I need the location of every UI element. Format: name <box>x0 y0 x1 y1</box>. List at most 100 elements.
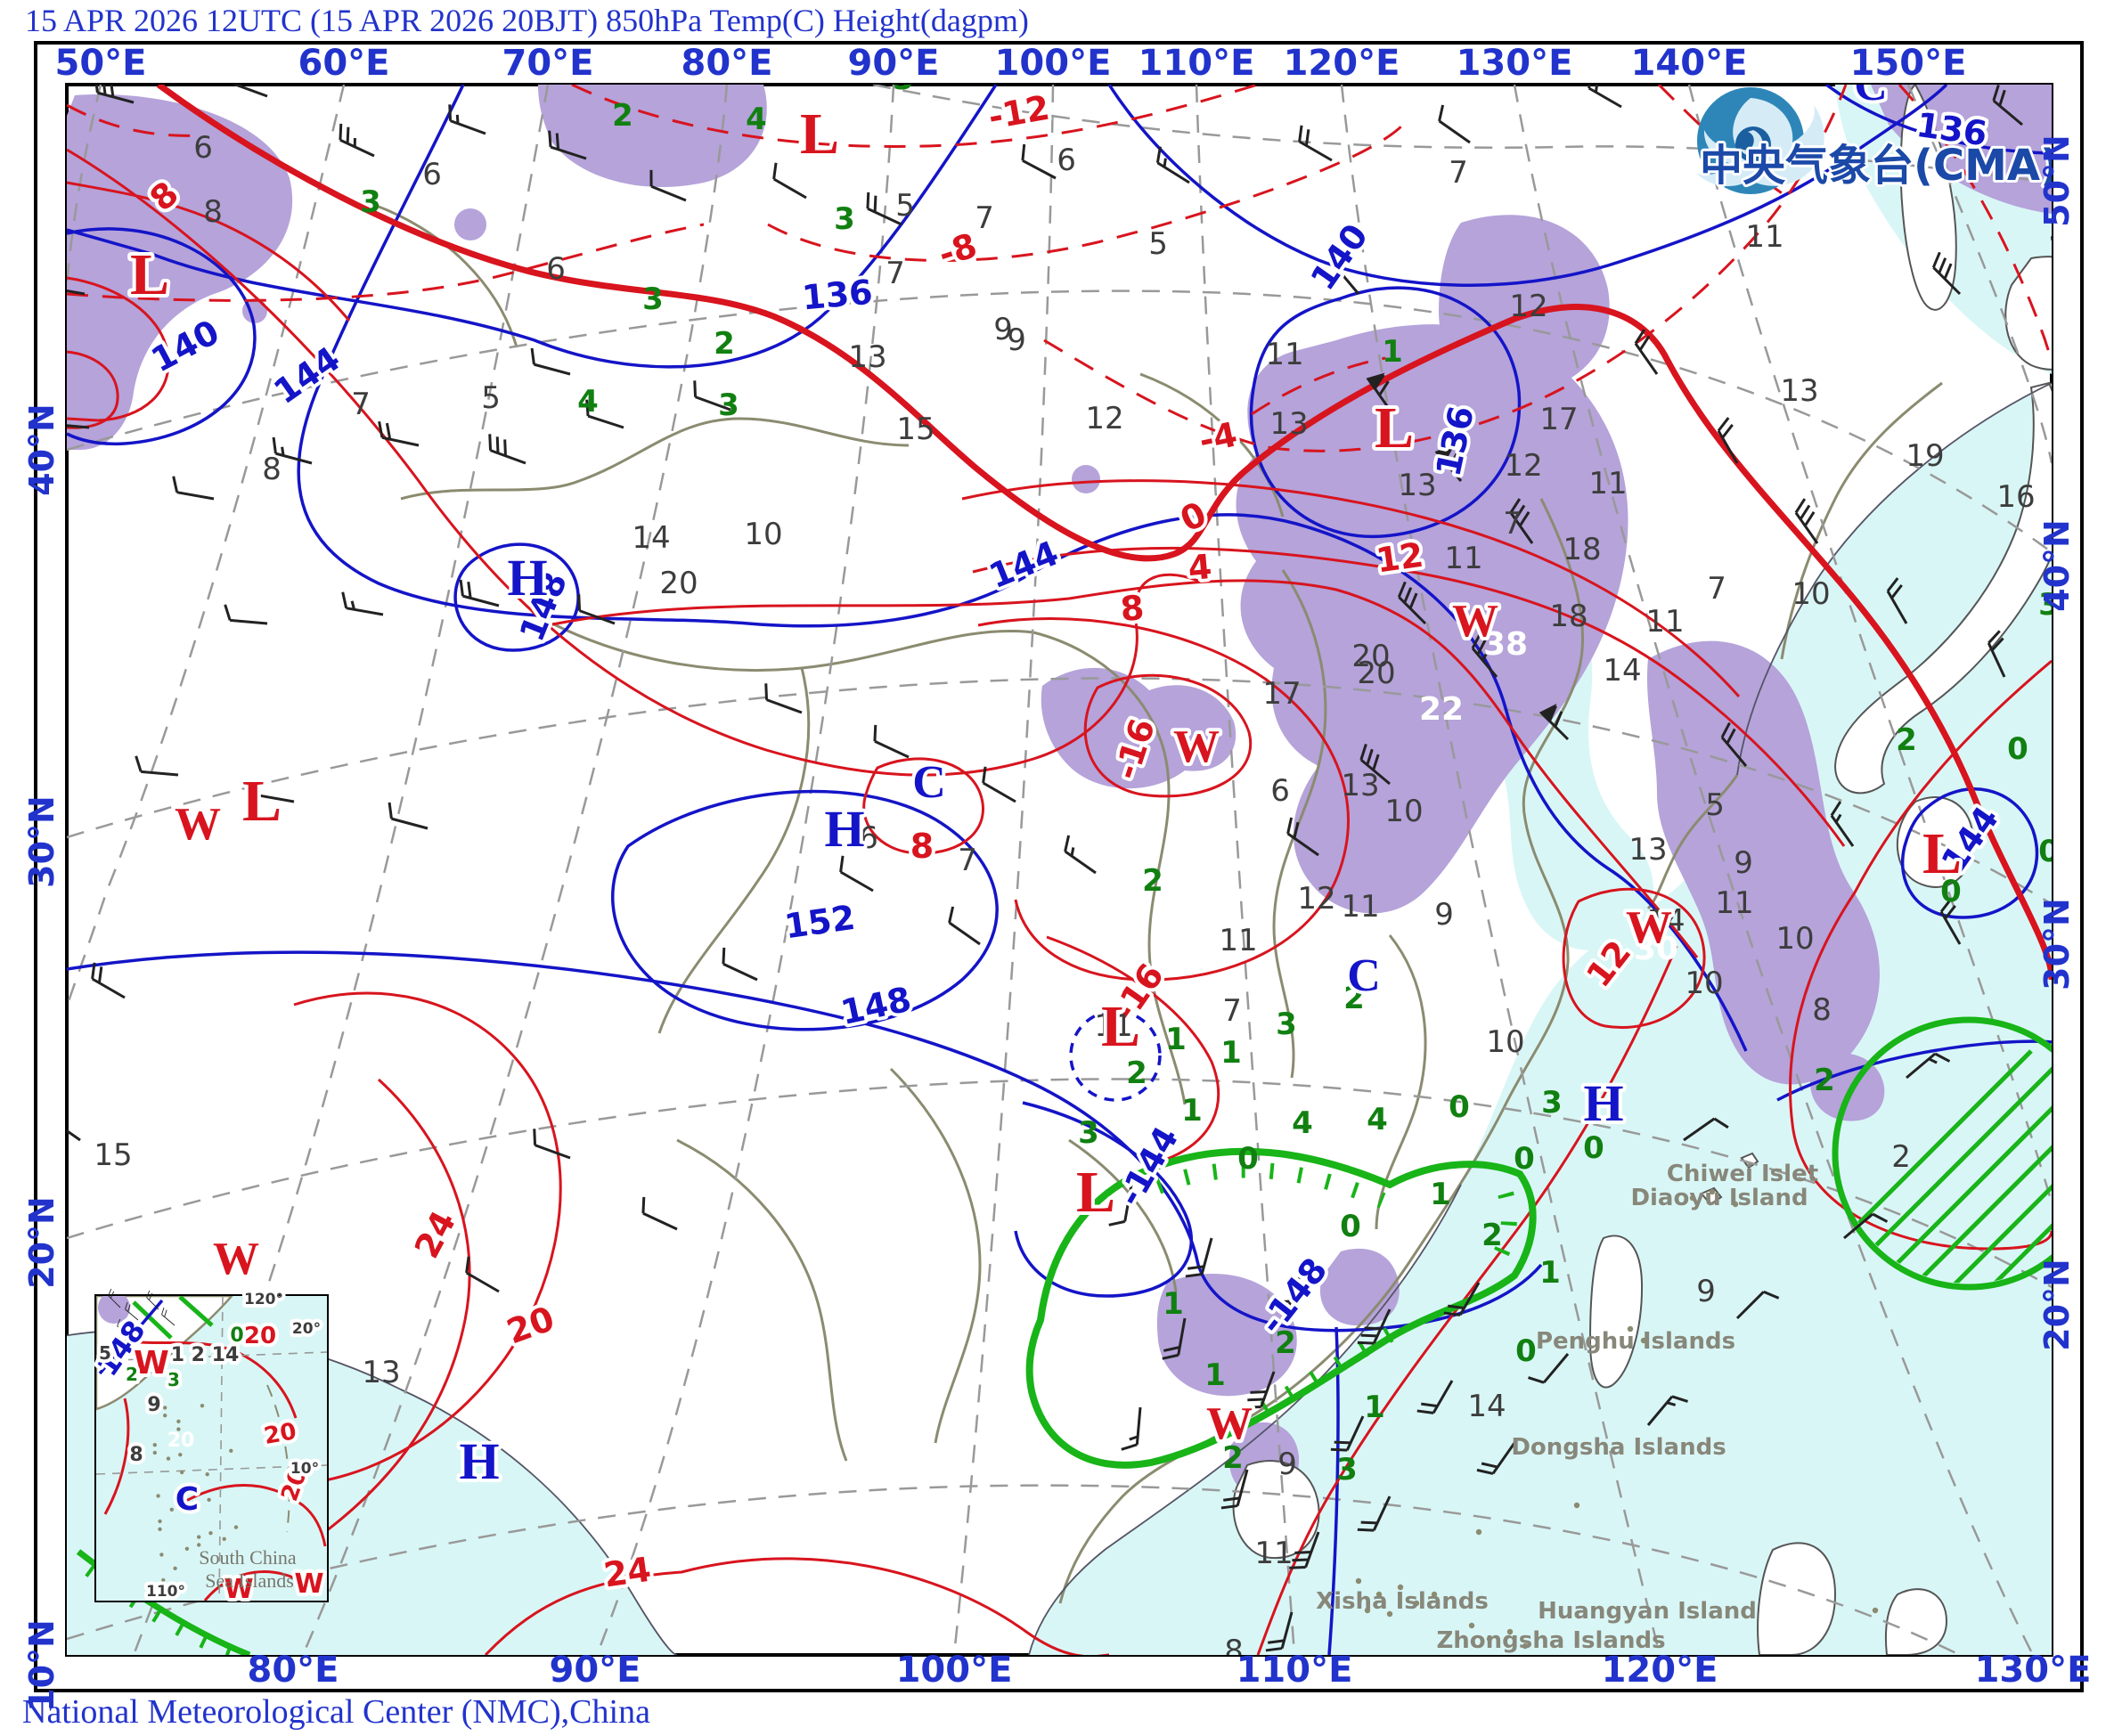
inset-label: 110° <box>146 1583 185 1601</box>
wind-barb <box>1830 801 1855 847</box>
wind-barb <box>272 436 313 465</box>
station-value: 15 <box>896 412 935 447</box>
white-value: 22 <box>1419 691 1464 728</box>
green-value: 2 <box>1343 981 1365 1016</box>
green-value: 3 <box>834 201 855 237</box>
wind-barb <box>1359 744 1391 786</box>
green-value: 1 <box>1539 1255 1561 1291</box>
wind-barb <box>1162 1317 1187 1360</box>
wind-barb <box>693 380 731 412</box>
wind-barb <box>1443 1282 1481 1316</box>
station-value: 14 <box>1603 653 1641 689</box>
axis-top: 50°E 60°E 70°E 80°E 90°E 100°E 110°E 120°E 130°E… <box>55 43 1967 84</box>
wind-barb <box>1720 721 1748 767</box>
station-value: 12 <box>1504 448 1542 484</box>
wind-barb <box>548 130 587 160</box>
station-value: 11 <box>1588 466 1627 501</box>
station-value: 7 <box>1222 993 1242 1029</box>
green-value: 0 <box>1237 1141 1259 1177</box>
wind-barb <box>1906 1052 1951 1080</box>
axis-label-bottom: 100°E <box>896 1650 1013 1691</box>
green-value: 3 <box>1541 1085 1563 1121</box>
wind-barb <box>67 286 86 296</box>
wind-barb <box>1121 1406 1142 1451</box>
wind-barb <box>1397 581 1427 625</box>
height-contour-label: 136 <box>1914 105 1989 154</box>
station-value: 11 <box>1219 923 1257 958</box>
green-value: 0 <box>2007 731 2028 767</box>
pressure-marker-c: C <box>1854 60 1888 110</box>
inset-label: 2 <box>126 1364 138 1385</box>
inset-wind-barb <box>161 1307 175 1326</box>
station-value: 10 <box>744 517 782 552</box>
station-value: 9 <box>1277 1447 1297 1482</box>
island-name: Huangyan Island <box>1538 1598 1757 1625</box>
axis-label-left: 30°N <box>22 795 61 888</box>
temp-contour-label: 4 <box>1187 547 1213 588</box>
station-value: 7 <box>1503 506 1522 542</box>
axis-label-left: 20°N <box>22 1196 61 1289</box>
station-value: 9 <box>1434 897 1454 933</box>
wind-barbs <box>67 85 2089 1652</box>
inset-label: 3 <box>167 1369 180 1390</box>
pressure-marker-l: L <box>1922 821 1962 886</box>
height-contour-label: 144 <box>984 534 1064 597</box>
axis-right: 50°N 40°N 30°N 20°N <box>2037 134 2077 1351</box>
station-value: 10 <box>1685 966 1723 1001</box>
axis-label-right: 30°N <box>2037 898 2077 990</box>
green-value: 1 <box>1220 1035 1242 1071</box>
station-value: 6 <box>859 820 878 856</box>
station-value: 11 <box>1645 604 1684 640</box>
wind-barb <box>1939 898 1962 945</box>
wind-barb <box>1886 577 1908 624</box>
green-value: 1 <box>1181 1093 1203 1129</box>
wind-barb <box>1220 1469 1249 1510</box>
green-value: 0 <box>1583 1130 1604 1166</box>
temp-contour-label: -12 <box>985 88 1052 137</box>
wind-barb <box>1438 104 1471 144</box>
green-value: 1 <box>1364 1390 1385 1425</box>
wind-barb <box>585 399 624 429</box>
station-value: 7 <box>975 200 994 236</box>
inset-label: 20 <box>244 1323 276 1349</box>
green-value: 0 <box>1514 1141 1535 1177</box>
wind-barb <box>1528 1353 1570 1384</box>
cma-logo-text: 中央气象台(CMA) <box>1700 141 2060 191</box>
station-value: 11 <box>1094 1008 1132 1044</box>
station-value: 9 <box>1734 845 1753 881</box>
station-value: 10 <box>1486 1024 1524 1060</box>
green-value: 2 <box>612 98 633 134</box>
inset-label: 8 <box>129 1444 143 1466</box>
wind-barb <box>1987 630 2006 678</box>
pressure-marker-c: C <box>912 757 946 808</box>
wind-barb <box>2057 987 2089 1033</box>
wind-barb <box>1245 1371 1276 1409</box>
wind-barb <box>1333 249 1360 295</box>
station-value: 18 <box>1549 599 1588 634</box>
station-value: 11 <box>1265 337 1303 372</box>
station-value: 8 <box>262 452 282 487</box>
axis-label-top: 50°E <box>55 43 147 84</box>
station-value: 8 <box>1812 992 1832 1028</box>
height-contour-label: 136 <box>800 273 874 318</box>
green-value: 2 <box>1481 1218 1503 1253</box>
island-name: Diaoyu Island <box>1630 1185 1808 1211</box>
station-value: 7 <box>1707 571 1726 607</box>
pressure-marker-l: L <box>1101 994 1140 1059</box>
inset-name-line2: Sea Islands <box>205 1569 294 1592</box>
island-hokkaido <box>2004 256 2052 371</box>
inset-label: C <box>175 1481 199 1518</box>
station-value: 16 <box>1996 479 2035 515</box>
station-value: 11 <box>1745 219 1783 255</box>
inset-label: 1 2 14 <box>171 1344 240 1366</box>
station-value: 14 <box>1467 1389 1506 1424</box>
station-value: 13 <box>848 339 886 375</box>
axis-label-right: 20°N <box>2037 1259 2077 1351</box>
pressure-marker-w: W <box>1626 902 1672 953</box>
island-luzon <box>1757 1542 1837 1655</box>
zero-line <box>156 85 2052 981</box>
chart-credit: National Meteorological Center (NMC),Chi… <box>22 1693 650 1731</box>
green-value: 3 <box>1336 1452 1358 1487</box>
